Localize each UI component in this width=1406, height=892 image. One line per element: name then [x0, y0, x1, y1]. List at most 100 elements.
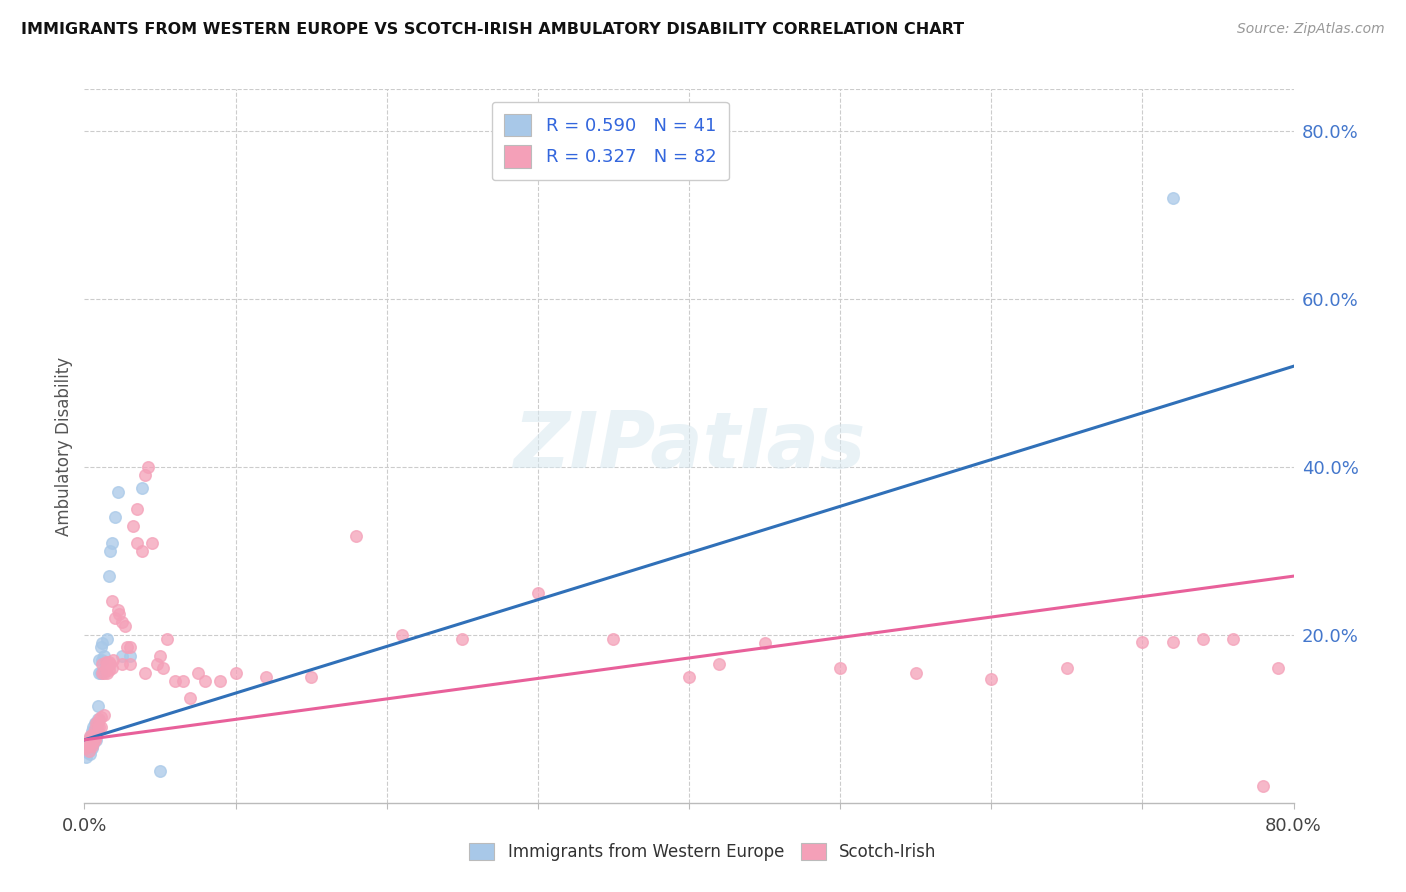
Point — [89, 653, 111, 667]
Point — [89, 665, 111, 680]
Point — [149, 764, 172, 778]
Point — [87, 716, 110, 731]
Point — [1267, 661, 1289, 675]
Point — [84, 722, 107, 736]
Point — [451, 632, 474, 646]
Point — [172, 674, 194, 689]
Point — [754, 636, 776, 650]
Point — [91, 636, 114, 650]
Text: IMMIGRANTS FROM WESTERN EUROPE VS SCOTCH-IRISH AMBULATORY DISABILITY CORRELATION: IMMIGRANTS FROM WESTERN EUROPE VS SCOTCH… — [21, 22, 965, 37]
Point — [79, 737, 101, 751]
Point — [90, 640, 112, 655]
Point — [75, 749, 97, 764]
Point — [101, 653, 124, 667]
Point — [86, 716, 108, 731]
Point — [134, 468, 156, 483]
Point — [80, 739, 103, 753]
Point — [93, 665, 115, 680]
Point — [1161, 191, 1184, 205]
Point — [90, 710, 112, 724]
Point — [678, 670, 700, 684]
Point — [114, 619, 136, 633]
Point — [134, 665, 156, 680]
Point — [115, 640, 138, 655]
Point — [76, 746, 98, 760]
Point — [346, 529, 368, 543]
Point — [108, 607, 131, 621]
Point — [131, 544, 153, 558]
Text: ZIPatlas: ZIPatlas — [513, 408, 865, 484]
Point — [84, 716, 107, 731]
Point — [77, 744, 100, 758]
Point — [165, 674, 187, 689]
Point — [94, 661, 117, 675]
Point — [118, 640, 141, 655]
Point — [225, 665, 247, 680]
Point — [830, 661, 852, 675]
Point — [127, 535, 149, 549]
Point — [84, 722, 107, 736]
Point — [80, 724, 103, 739]
Point — [156, 632, 179, 646]
Point — [98, 544, 121, 558]
Point — [87, 724, 110, 739]
Point — [152, 661, 174, 675]
Point — [98, 657, 121, 672]
Point — [209, 674, 232, 689]
Point — [111, 615, 134, 630]
Point — [97, 663, 120, 677]
Point — [82, 737, 104, 751]
Point — [1253, 779, 1275, 793]
Point — [136, 460, 159, 475]
Point — [127, 502, 149, 516]
Point — [93, 707, 115, 722]
Point — [79, 729, 101, 743]
Point — [118, 657, 141, 672]
Point — [100, 535, 122, 549]
Point — [602, 632, 624, 646]
Point — [90, 665, 112, 680]
Point — [94, 655, 117, 669]
Point — [77, 735, 100, 749]
Point — [254, 670, 277, 684]
Point — [75, 741, 97, 756]
Y-axis label: Ambulatory Disability: Ambulatory Disability — [55, 357, 73, 535]
Point — [80, 741, 103, 756]
Point — [82, 727, 104, 741]
Point — [299, 670, 322, 684]
Point — [84, 731, 107, 745]
Point — [104, 611, 127, 625]
Point — [89, 712, 111, 726]
Point — [87, 712, 110, 726]
Point — [111, 657, 134, 672]
Point — [96, 665, 118, 680]
Point — [100, 661, 122, 675]
Point — [96, 657, 118, 672]
Point — [149, 648, 172, 663]
Point — [93, 648, 115, 663]
Point — [1161, 634, 1184, 648]
Point — [1056, 661, 1078, 675]
Point — [79, 747, 101, 761]
Point — [121, 518, 143, 533]
Point — [87, 699, 110, 714]
Point — [79, 731, 101, 745]
Point — [86, 716, 108, 731]
Point — [77, 739, 100, 753]
Point — [980, 672, 1002, 686]
Point — [187, 665, 209, 680]
Legend: Immigrants from Western Europe, Scotch-Irish: Immigrants from Western Europe, Scotch-I… — [463, 836, 943, 868]
Point — [86, 722, 108, 736]
Point — [80, 731, 103, 745]
Point — [76, 741, 98, 756]
Point — [82, 720, 104, 734]
Point — [77, 732, 100, 747]
Point — [79, 737, 101, 751]
Point — [91, 653, 114, 667]
Point — [82, 729, 104, 743]
Point — [107, 603, 129, 617]
Point — [104, 510, 127, 524]
Point — [709, 657, 731, 672]
Point — [86, 729, 108, 743]
Point — [97, 655, 120, 669]
